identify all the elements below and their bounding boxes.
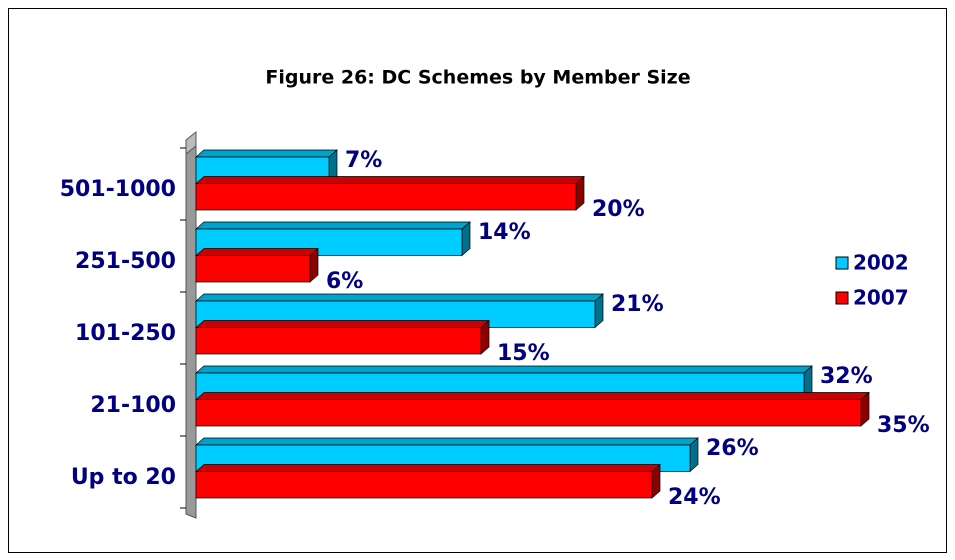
y-tick-label: 501-1000 <box>60 177 176 202</box>
data-label: 21% <box>611 292 664 317</box>
data-label: 35% <box>877 413 930 438</box>
axis-wall-top <box>185 130 197 156</box>
legend-label: 2007 <box>853 286 909 310</box>
legend-swatch <box>835 291 849 305</box>
data-label: 24% <box>668 485 721 510</box>
y-tick-label: Up to 20 <box>71 465 176 490</box>
data-label: 32% <box>820 364 873 389</box>
bar-top <box>195 392 870 400</box>
data-label: 26% <box>706 436 759 461</box>
bar <box>195 255 311 283</box>
bar-top <box>195 437 699 446</box>
y-tick-label: 101-250 <box>75 321 176 346</box>
chart-title: Figure 26: DC Schemes by Member Size <box>265 67 690 89</box>
data-label: 15% <box>497 341 550 366</box>
bar-top <box>195 293 604 302</box>
bar-top <box>195 365 813 374</box>
data-label: 7% <box>345 148 382 173</box>
bar <box>195 399 862 427</box>
legend-label: 2002 <box>853 251 909 275</box>
bar <box>195 471 653 499</box>
bar-top <box>195 149 338 158</box>
bar-top <box>195 320 490 328</box>
bar-top <box>195 464 661 472</box>
y-tick-label: 251-500 <box>75 249 176 274</box>
legend-swatch <box>835 256 849 270</box>
bar-top <box>195 176 585 184</box>
bar <box>195 183 577 211</box>
y-tick-label: 21-100 <box>90 393 176 418</box>
bar-top <box>195 248 319 256</box>
data-label: 14% <box>478 220 531 245</box>
bar <box>195 327 482 355</box>
axis-wall <box>185 144 197 519</box>
bar-top <box>195 221 471 230</box>
data-label: 20% <box>592 197 645 222</box>
data-label: 6% <box>326 269 363 294</box>
